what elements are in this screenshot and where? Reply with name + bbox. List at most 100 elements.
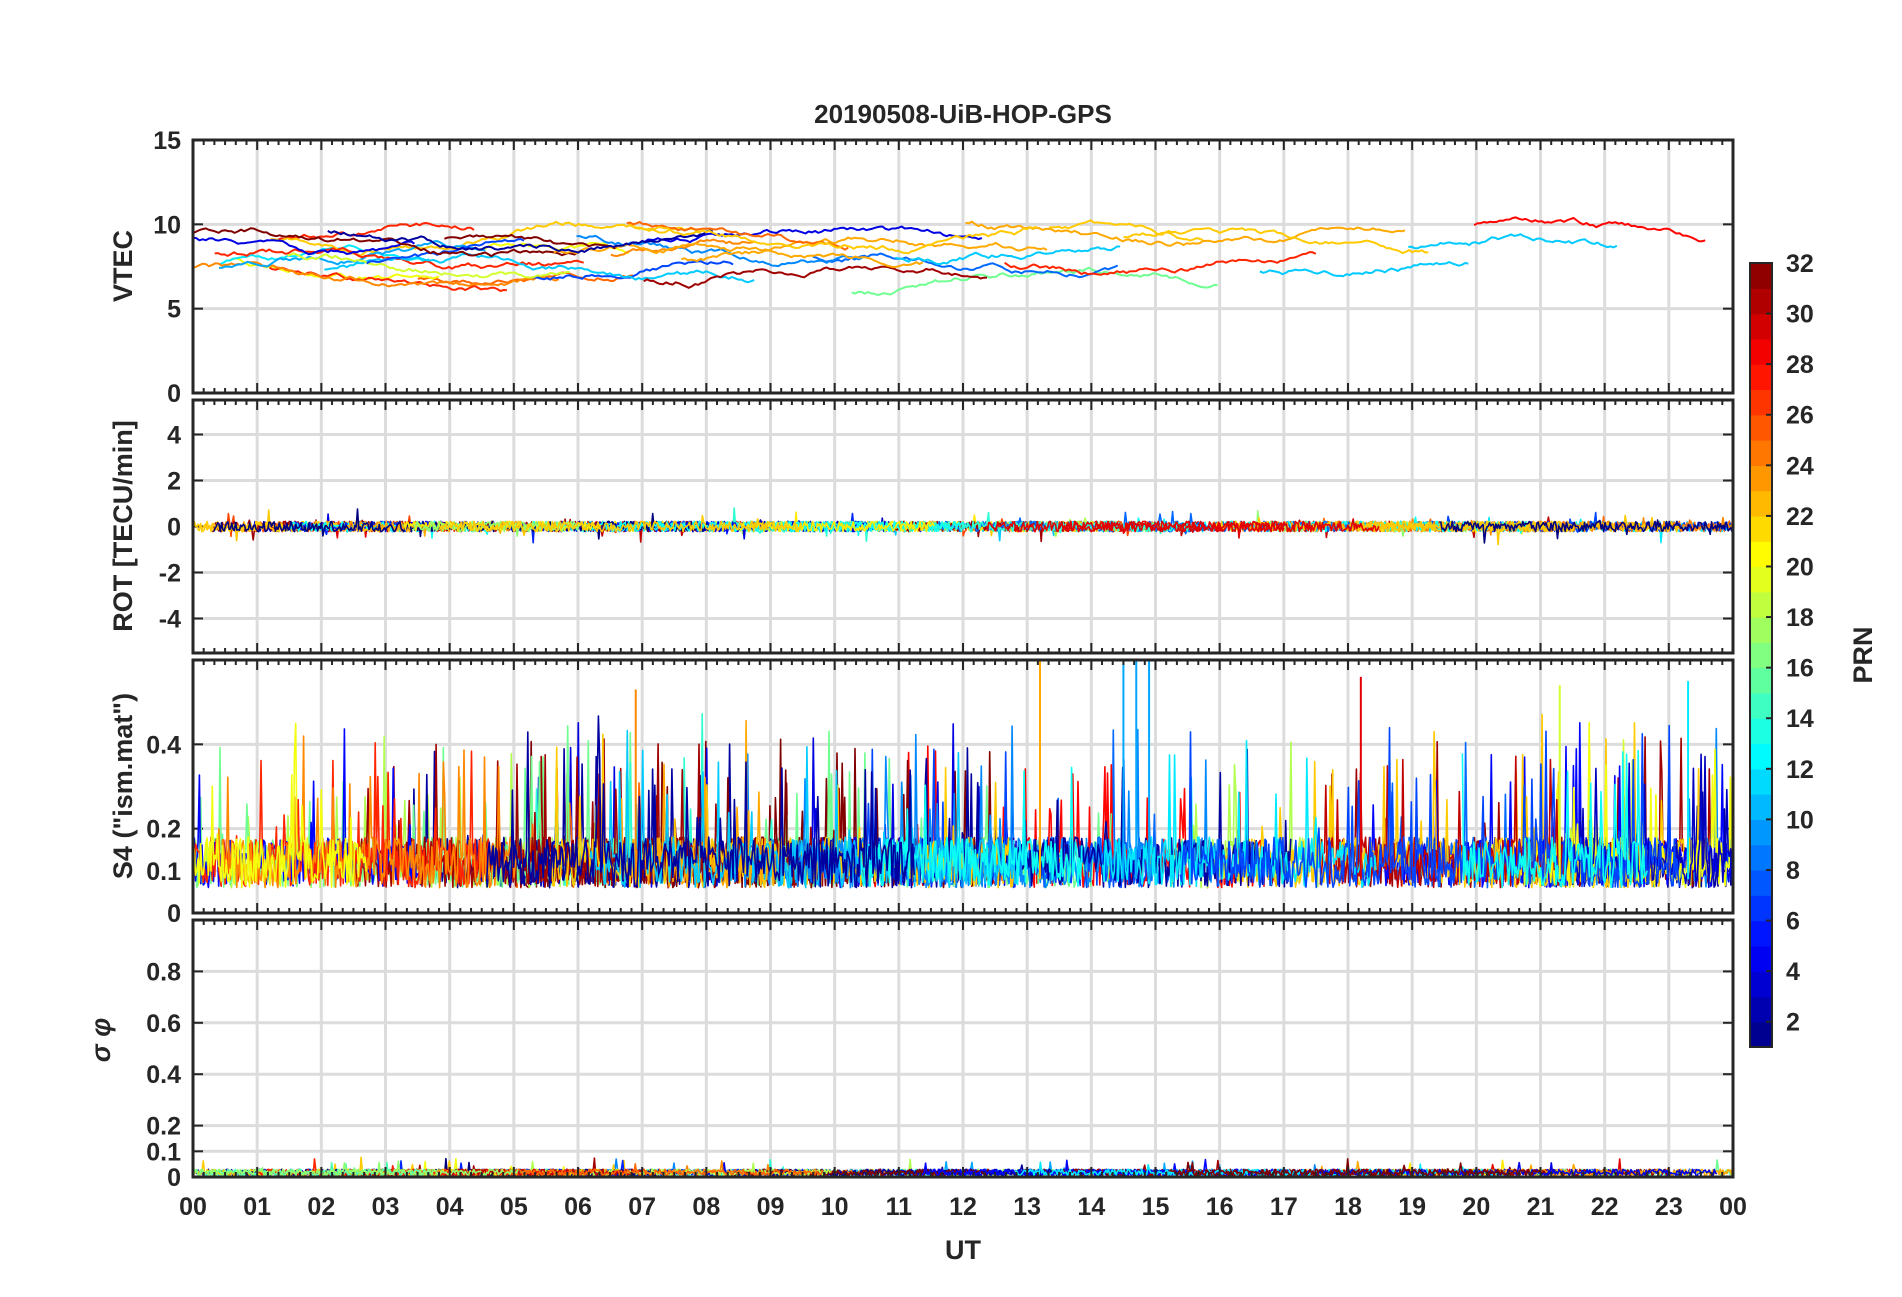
x-tick-label: 21 xyxy=(1527,1193,1555,1221)
colorbar-tick-label: 30 xyxy=(1786,301,1814,329)
series-line-prn-16 xyxy=(851,266,1218,296)
colorbar-tick-label: 26 xyxy=(1786,402,1814,430)
x-tick-label: 17 xyxy=(1270,1193,1298,1221)
y-tick-label: 0 xyxy=(167,900,181,928)
series-line-prn-11 xyxy=(1259,261,1469,278)
colorbar-segment xyxy=(1750,263,1772,289)
y-axis-label: ROT [TECU/min] xyxy=(108,420,138,631)
series-line-prn-24 xyxy=(192,260,560,288)
series-line-prn-17 xyxy=(192,1160,519,1177)
series-line-prn-2 xyxy=(485,715,915,889)
series-line-prn-21 xyxy=(738,520,935,533)
colorbar-segment xyxy=(1750,515,1772,542)
series-line-prn-20 xyxy=(192,722,368,889)
colorbar-frame xyxy=(1749,262,1773,1048)
y-tick-label: 10 xyxy=(153,211,181,239)
colorbar-segment xyxy=(1750,743,1772,770)
series-line-prn-13 xyxy=(1461,749,1648,889)
colorbar-label: PRN xyxy=(1848,626,1878,683)
y-axis-label: VTEC xyxy=(108,230,138,302)
plot-frame xyxy=(191,658,1735,915)
y-tick-label: 2 xyxy=(167,468,181,496)
colorbar-segment xyxy=(1750,844,1772,871)
y-tick-label: -4 xyxy=(159,606,181,634)
colorbar-segment xyxy=(1750,389,1772,416)
colorbar-segment xyxy=(1750,1021,1772,1048)
series-line-prn-25 xyxy=(500,1163,824,1177)
y-tick-label: 5 xyxy=(167,296,181,324)
colorbar-segment xyxy=(1750,692,1772,719)
x-tick-label: 02 xyxy=(307,1193,335,1221)
y-tick-label: 15 xyxy=(153,127,181,155)
colorbar-segment xyxy=(1750,288,1772,315)
y-tick-label: 4 xyxy=(167,422,181,450)
series-line-prn-32 xyxy=(444,234,619,250)
chart-title: 20190508-UiB-HOP-GPS xyxy=(814,99,1112,129)
x-tick-label: 15 xyxy=(1142,1193,1170,1221)
x-tick-label: 13 xyxy=(1013,1193,1041,1221)
colorbar-segment xyxy=(1750,768,1772,795)
series-line-prn-22 xyxy=(438,514,802,537)
colorbar-segment xyxy=(1750,313,1772,340)
colorbar-segment xyxy=(1750,819,1772,846)
series-line-prn-22 xyxy=(1354,514,1682,546)
series-line-prn-10 xyxy=(218,240,486,269)
series-line-prn-4 xyxy=(192,236,415,256)
series-line-prn-11 xyxy=(895,245,1121,266)
colorbar-segment xyxy=(1750,414,1772,441)
x-tick-label: 01 xyxy=(243,1193,271,1221)
series-line-prn-29 xyxy=(1064,518,1380,535)
y-axis-label: S4 ("ism.mat") xyxy=(108,693,138,879)
plot-frame xyxy=(191,918,1735,1179)
series-line-prn-32 xyxy=(192,227,579,258)
series-line-prn-32 xyxy=(1169,1158,1546,1177)
series-line-prn-19 xyxy=(287,252,570,279)
y-axis-label: σ φ xyxy=(86,1018,116,1062)
plot-frame xyxy=(191,398,1735,655)
colorbar-segment xyxy=(1750,566,1772,593)
colorbar-tick-label: 28 xyxy=(1786,351,1814,379)
colorbar-segment xyxy=(1750,869,1772,896)
colorbar-segment xyxy=(1750,440,1772,466)
series-line-prn-13 xyxy=(608,520,964,537)
x-tick-label: 22 xyxy=(1591,1193,1619,1221)
plot-frame xyxy=(191,138,1735,395)
series-line-prn-27 xyxy=(269,266,507,292)
series-line-prn-12 xyxy=(219,244,430,265)
y-tick-label: 0.1 xyxy=(146,858,181,886)
colorbar-segment xyxy=(1750,617,1772,643)
series-line-prn-27 xyxy=(277,222,475,241)
series-line-prn-23 xyxy=(680,236,1048,262)
series-line-prn-25 xyxy=(626,221,849,251)
colorbar-segment xyxy=(1750,895,1772,922)
colorbar-tick-label: 8 xyxy=(1786,857,1800,885)
panel-sigma_phi: 00.10.2 0.4 0.6 0.8 σ φ xyxy=(86,918,1735,1192)
series-line-prn-29 xyxy=(985,520,1285,539)
series-group xyxy=(192,216,1706,296)
colorbar-tick-label: 10 xyxy=(1786,806,1814,834)
y-tick-label: 0.1 xyxy=(146,1138,181,1166)
colorbar-tick-label: 22 xyxy=(1786,503,1814,531)
series-line-prn-4 xyxy=(641,225,983,245)
series-line-prn-22 xyxy=(270,220,702,257)
colorbar-tick-label: 24 xyxy=(1786,452,1814,480)
panel-vtec: 0 5 10 15 VTEC xyxy=(108,127,1735,408)
colorbar-tick-label: 6 xyxy=(1786,908,1800,936)
x-tick-label: 20 xyxy=(1462,1193,1490,1221)
colorbar-segment xyxy=(1750,541,1772,568)
colorbar-tick-label: 12 xyxy=(1786,756,1814,784)
colorbar-segment xyxy=(1750,996,1772,1023)
x-tick-label: 00 xyxy=(1719,1193,1747,1221)
x-tick-label: 10 xyxy=(821,1193,849,1221)
colorbar-segment xyxy=(1750,465,1772,492)
series-line-prn-5 xyxy=(921,1158,1344,1177)
colorbar-segment xyxy=(1750,718,1772,745)
x-tick-label: 23 xyxy=(1655,1193,1683,1221)
series-line-prn-7 xyxy=(366,238,525,265)
series-line-prn-24 xyxy=(610,238,756,257)
x-tick-label: 18 xyxy=(1334,1193,1362,1221)
x-tick-label: 05 xyxy=(500,1193,528,1221)
colorbar-tick-label: 20 xyxy=(1786,553,1814,581)
y-tick-label: 0.6 xyxy=(146,1010,181,1038)
